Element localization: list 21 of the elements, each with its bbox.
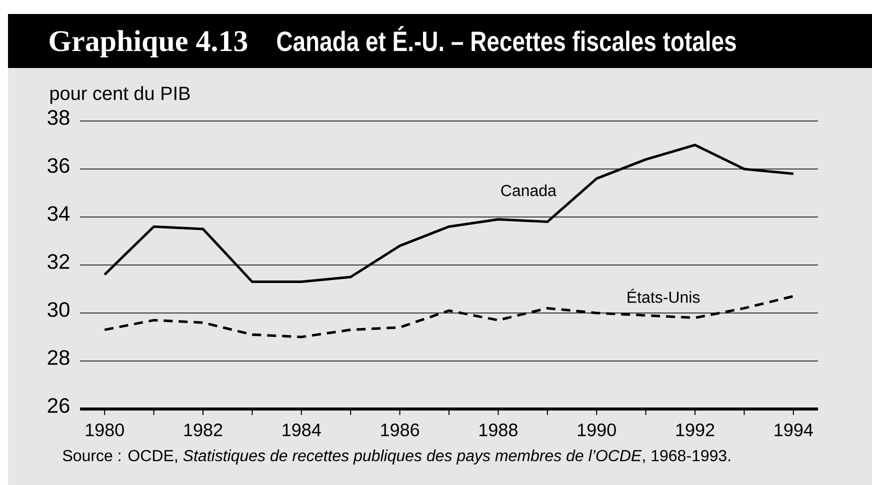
- x-tick-label: 1982: [184, 424, 222, 436]
- chart-subtitle: Canada et É.-U. – Recettes fiscales totales: [277, 26, 736, 52]
- x-tick-label: 1988: [480, 424, 518, 436]
- source-note: Source : OCDE, Statistiques de recettes publiques des pays membres de l’OCDE, 1968-1993.: [62, 450, 730, 464]
- series-label: États-Unis: [628, 288, 700, 303]
- series-label: Canada: [501, 184, 556, 196]
- y-tick-label: 38: [48, 110, 70, 125]
- y-tick-label: 26: [48, 398, 70, 413]
- y-tick-label: 28: [48, 350, 70, 365]
- y-axis-title: pour cent du PIB: [50, 86, 190, 104]
- x-tick-label: 1980: [86, 424, 124, 436]
- x-tick-label: 1984: [282, 424, 321, 436]
- x-tick-label: 1992: [676, 424, 714, 436]
- y-tick-label: 32: [48, 254, 70, 269]
- x-tick-label: 1990: [578, 424, 616, 436]
- x-tick-label: 1986: [381, 424, 420, 436]
- chart-title: Graphique 4.13: [50, 30, 248, 58]
- y-tick-label: 34: [48, 206, 70, 221]
- y-tick-label: 36: [48, 158, 70, 173]
- y-tick-label: 30: [48, 302, 70, 317]
- x-tick-label: 1994: [774, 424, 813, 436]
